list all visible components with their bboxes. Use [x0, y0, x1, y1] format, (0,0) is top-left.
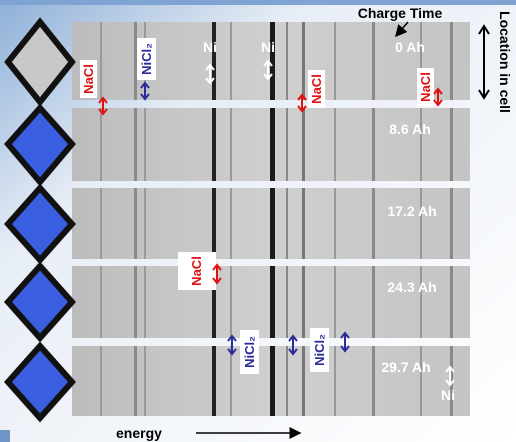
- phase-labels: NaCl NiCl₂ Ni Ni NaCl NaCl NaCl NiCl₂ Ni…: [80, 38, 455, 403]
- phase-label: NaCl: [418, 72, 433, 102]
- corner: [0, 430, 10, 442]
- strip: [72, 266, 470, 338]
- phase-label: NiCl₂: [312, 334, 327, 366]
- cell-icon: [3, 341, 77, 423]
- strips: [72, 22, 470, 416]
- arrow-heads: [478, 24, 490, 100]
- cell-icon: [3, 183, 77, 265]
- cell-icons: [3, 17, 77, 423]
- phase-label: NaCl: [309, 74, 324, 104]
- label-box: [80, 60, 97, 98]
- label-box: [417, 68, 434, 106]
- phase-label: NiCl₂: [139, 43, 154, 75]
- phase-label: Ni: [261, 39, 275, 55]
- phase-label: Ni: [441, 387, 455, 403]
- double-arrows: [98, 59, 455, 387]
- side-label: Location in cell: [497, 11, 513, 113]
- cell-icon: [4, 17, 76, 107]
- cell-icon: [4, 103, 76, 187]
- charge-label: 29.7 Ah: [381, 359, 430, 375]
- label-box: [308, 70, 325, 108]
- charge-label: 0 Ah: [395, 39, 425, 55]
- top-band: [0, 0, 516, 5]
- label-box: [240, 330, 259, 374]
- strip: [72, 108, 470, 181]
- strip: [72, 188, 470, 259]
- strip: [72, 346, 470, 416]
- phase-label: Ni: [203, 39, 217, 55]
- charge-label: 24.3 Ah: [387, 279, 436, 295]
- charge-label: 17.2 Ah: [387, 203, 436, 219]
- cell-icon: [3, 261, 77, 343]
- strip: [72, 22, 470, 100]
- label-box: [137, 38, 156, 80]
- phase-label: NaCl: [189, 256, 204, 286]
- phase-label: NiCl₂: [242, 336, 257, 368]
- label-box: [310, 328, 329, 372]
- axis-label: energy: [116, 425, 162, 441]
- charge-label: 8.6 Ah: [389, 121, 431, 137]
- label-box: [178, 252, 216, 290]
- title: Charge Time: [358, 5, 443, 21]
- pointer: [395, 21, 409, 38]
- phase-label: NaCl: [81, 64, 96, 94]
